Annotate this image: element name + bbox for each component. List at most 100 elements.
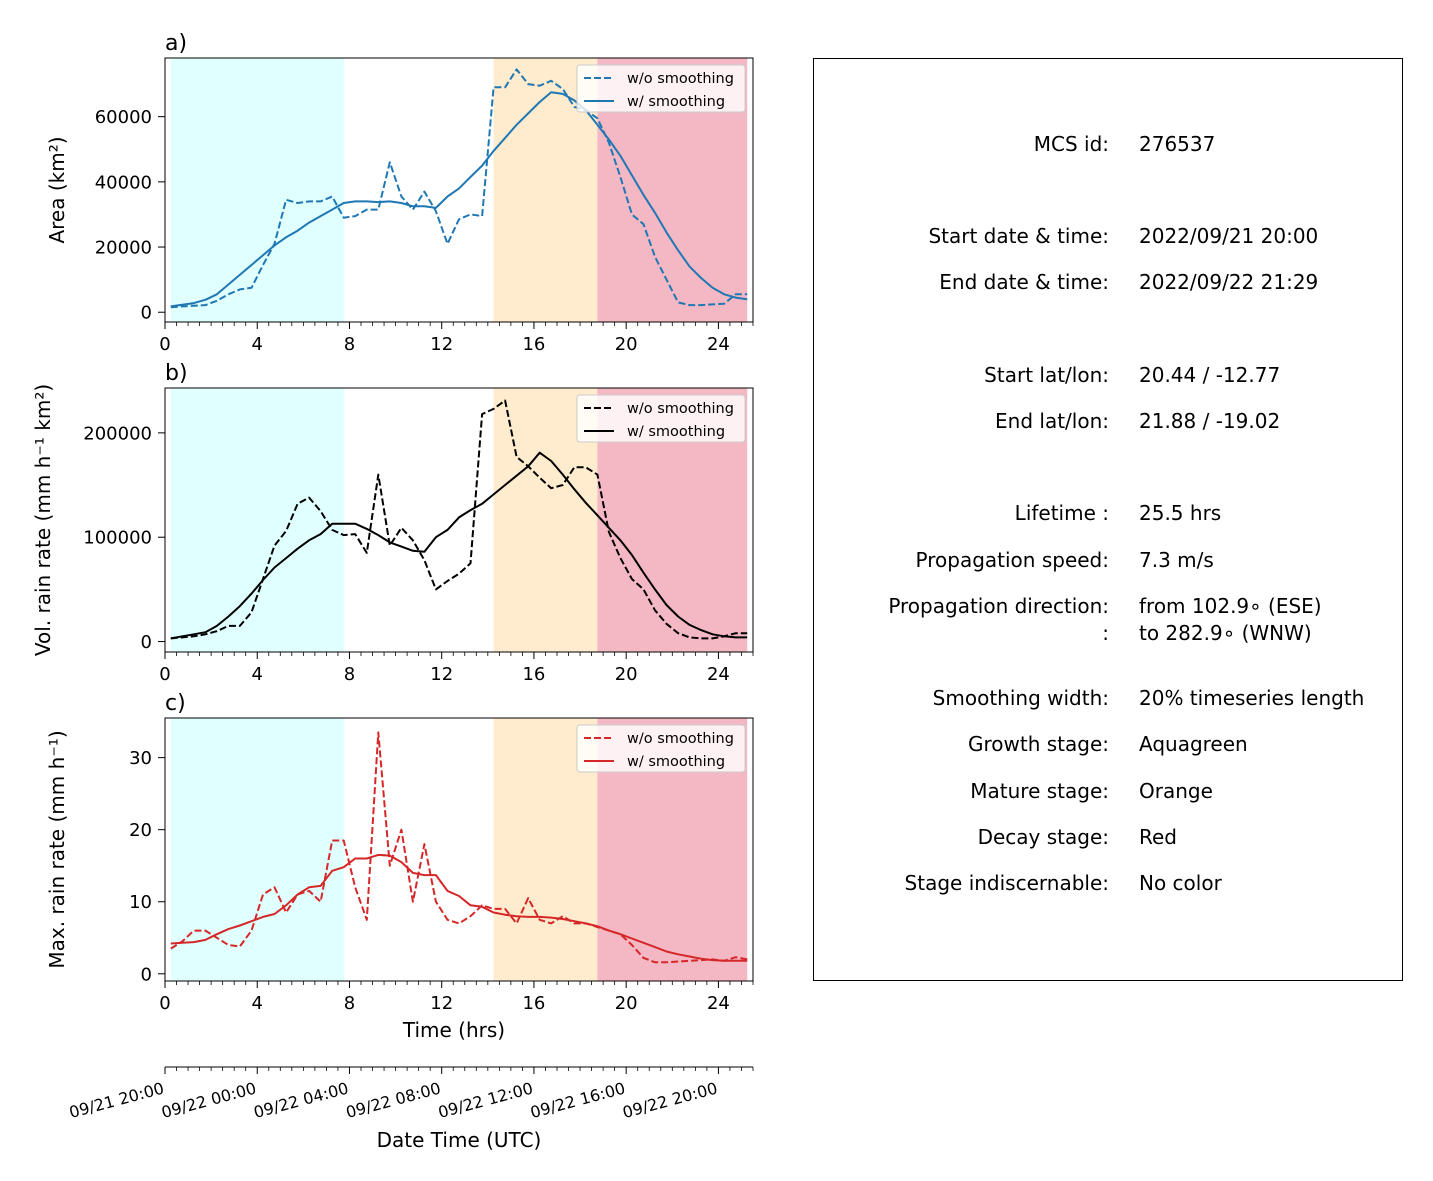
legend-box [576,64,746,113]
series-smoothed-line [170,91,748,308]
date-tick-label: 09/22 00:00 [159,1079,258,1123]
legend-box [576,724,746,773]
x-tick-label: 0 [159,334,170,355]
y-axis-label: Vol. rain rate (mm h⁻¹ km²) [31,384,55,656]
stage-band-growth [170,58,344,322]
info-value: 2022/09/22 21:29 [1139,270,1319,294]
panel-volrain: 0 4 8 12 16 20 24 0 100000 200000 b) Vol. rain rate… [31,361,754,685]
panel-maxrain: 0 4 8 12 16 20 24 0 10 20 30 c) Max. rain rate (mm h… [45,691,754,1042]
x-tick-label: 4 [252,664,263,685]
info-label: End lat/lon: [995,409,1109,433]
legend-label: w/o smoothing [627,401,734,417]
axes-frame [164,387,754,653]
stage-band-growth [170,718,344,981]
info-value: to 282.9∘ (WNW) [1139,621,1312,645]
x-tick-label: 24 [707,993,730,1014]
x-tick-label: 20 [615,664,638,685]
info-label: Growth stage: [967,732,1109,756]
y-tick-label: 0 [141,303,152,324]
axes-frame [164,717,754,982]
date-tick-label: 09/22 16:00 [528,1079,627,1123]
info-label: Decay stage: [977,825,1109,849]
info-value: 20.44 / -12.77 [1139,363,1281,387]
stage-band-growth [170,388,344,652]
y-tick-label: 200000 [83,423,152,444]
legend: w/o smoothing w/ smoothing [576,394,746,443]
x-tick-label: 8 [344,664,355,685]
legend-label: w/ smoothing [627,754,725,770]
panel-letter: c) [165,691,186,716]
info-label: Propagation speed: [915,548,1109,572]
x-tick-label: 8 [344,334,355,355]
legend: w/o smoothing w/ smoothing [576,64,746,113]
x-tick-label: 24 [707,664,730,685]
info-label: Propagation direction: [888,594,1109,618]
legend-label: w/o smoothing [627,71,734,87]
info-label: Mature stage: [970,779,1109,803]
info-label: Start date & time: [928,224,1109,248]
x-tick-label: 0 [159,993,170,1014]
info-value: No color [1139,871,1222,895]
panel-letter: a) [165,31,187,56]
x-tick-label: 16 [522,993,545,1014]
series-smoothed-line [170,853,748,962]
x-tick-label: 12 [430,334,453,355]
x-tick-label: 16 [522,334,545,355]
info-label: : [1102,621,1109,645]
date-tick-label: 09/21 20:00 [67,1079,166,1123]
legend-label: w/ smoothing [627,94,725,110]
y-tick-label: 100000 [83,528,152,549]
y-tick-label: 0 [141,632,152,653]
info-label: Stage indiscernable: [904,871,1109,895]
legend-label: w/ smoothing [627,424,725,440]
y-tick-label: 20 [129,820,152,841]
axes-frame [164,57,754,323]
date-tick-label: 09/22 08:00 [344,1079,443,1123]
x-tick-label: 20 [615,334,638,355]
panel-area: 0 4 8 12 16 20 24 0 20000 40000 60000 a) Area (km²) w… [45,31,754,355]
x-axis-label: Time (hrs) [402,1018,505,1042]
date-tick-label: 09/22 12:00 [436,1079,535,1123]
info-label: Smoothing width: [932,686,1109,710]
info-label: Lifetime : [1014,501,1109,525]
series-unsmoothed-line [170,399,748,640]
date-axis-label: Date Time (UTC) [377,1128,542,1152]
x-tick-label: 16 [522,664,545,685]
info-label: End date & time: [939,270,1109,294]
info-value: Red [1139,825,1177,849]
x-tick-label: 8 [344,993,355,1014]
info-value: 25.5 hrs [1139,501,1222,525]
info-value: 21.88 / -19.02 [1139,409,1281,433]
y-tick-label: 60000 [95,107,152,128]
series-smoothed-line [170,451,748,640]
x-tick-label: 20 [615,993,638,1014]
info-value: 20% timeseries length [1139,686,1365,710]
info-label: Start lat/lon: [984,363,1109,387]
legend: w/o smoothing w/ smoothing [576,724,746,773]
date-tick-label: 09/22 04:00 [252,1079,351,1123]
series-unsmoothed-line [170,731,748,964]
x-tick-label: 24 [707,334,730,355]
y-axis-label: Area (km²) [45,136,69,243]
legend-box [576,394,746,443]
y-tick-label: 0 [141,964,152,985]
legend-label: w/o smoothing [627,731,734,747]
mcs-info-box: MCS id: 276537 Start date & time: 2022/09/… [813,58,1403,981]
info-label: MCS id: [1033,132,1109,156]
y-tick-label: 10 [129,892,152,913]
x-tick-label: 0 [159,664,170,685]
y-tick-label: 40000 [95,172,152,193]
date-tick-label: 09/22 20:00 [621,1079,720,1123]
x-tick-label: 4 [252,334,263,355]
y-tick-label: 30 [129,748,152,769]
info-value: from 102.9∘ (ESE) [1139,594,1322,618]
info-value: Orange [1139,779,1213,803]
x-tick-label: 12 [430,664,453,685]
panel-letter: b) [165,361,188,386]
info-value: 2022/09/21 20:00 [1139,224,1319,248]
info-value: 7.3 m/s [1139,548,1214,572]
x-tick-label: 4 [252,993,263,1014]
info-value: Aquagreen [1139,732,1248,756]
